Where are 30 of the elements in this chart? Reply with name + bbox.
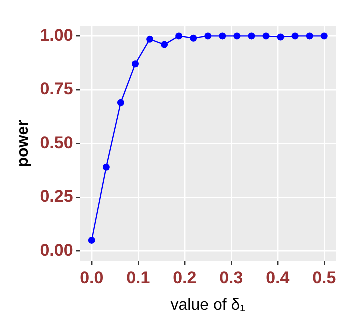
point	[102, 164, 110, 171]
y-tick-label: 0.25	[40, 187, 74, 206]
point	[88, 236, 96, 244]
point	[292, 32, 299, 40]
point	[190, 34, 198, 42]
x-tick-label: 0.4	[266, 268, 290, 288]
point	[161, 41, 168, 48]
y-tick-label: 0.50	[40, 133, 74, 152]
x-tick-label: 0.2	[173, 268, 197, 288]
x-tick-label: 0.3	[220, 268, 244, 288]
y-axis-title: power	[15, 120, 32, 168]
x-tick-label: 0.5	[312, 268, 336, 288]
x-tick-label: 0.0	[80, 268, 104, 288]
point	[176, 32, 183, 40]
x-tick-label: 0.1	[126, 268, 150, 288]
point	[204, 32, 212, 40]
point	[234, 32, 241, 40]
y-tick-label: 1.00	[40, 26, 74, 45]
y-tick-label: 0.00	[40, 240, 74, 260]
point	[132, 60, 139, 68]
x-axis-title: value of δ₁	[170, 296, 246, 314]
y-tick-label: 0.75	[40, 80, 74, 99]
point	[248, 32, 256, 40]
point	[306, 32, 314, 40]
point	[320, 32, 328, 40]
point	[262, 32, 270, 40]
point	[219, 32, 226, 40]
point	[277, 34, 284, 41]
point	[146, 36, 154, 43]
point	[117, 99, 124, 106]
